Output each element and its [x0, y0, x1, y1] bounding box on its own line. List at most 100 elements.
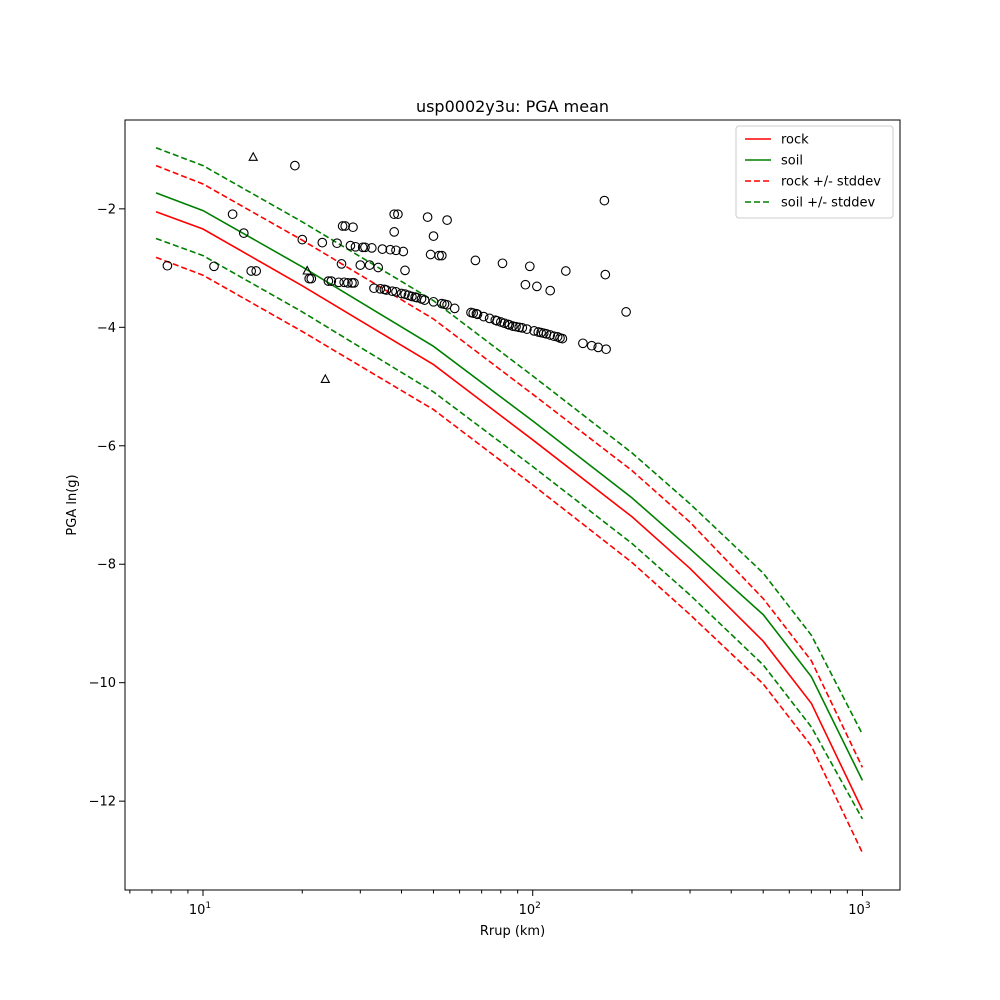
observation-point [366, 243, 377, 253]
observation-point [345, 240, 356, 251]
observation-triangle [320, 373, 331, 383]
observation-point [601, 344, 611, 355]
observation-point [552, 331, 563, 342]
observation-point [349, 278, 359, 288]
series-line-soil [155, 192, 864, 781]
observation-point [398, 246, 409, 257]
observation-point [393, 209, 403, 220]
observation-point [355, 260, 366, 270]
y-tick-label: −2 [97, 202, 116, 217]
observation-point [369, 283, 379, 294]
observation-point [373, 262, 384, 273]
observation-point [336, 259, 347, 269]
y-tick-label: −12 [89, 795, 116, 810]
plot-area [125, 120, 900, 890]
observation-point [442, 215, 452, 225]
observation-point [599, 195, 610, 206]
observation-point [333, 277, 344, 288]
series-line-rock-plus [155, 164, 864, 768]
legend-label: soil [781, 154, 803, 169]
y-tick-label: −10 [89, 676, 116, 691]
observation-point [522, 324, 532, 334]
observation-point [238, 228, 249, 238]
observation-point [407, 291, 417, 302]
x-axis: 101 102 103 [129, 890, 871, 918]
series-line-soil-minus [155, 237, 864, 820]
y-axis-label: PGA ln(g) [65, 474, 80, 535]
x-tick-label: 101 [189, 901, 211, 918]
observation-point [348, 222, 358, 233]
observation-point [497, 258, 508, 269]
observation-point [317, 237, 328, 248]
y-tick-label: −6 [97, 439, 116, 454]
observation-point [478, 311, 489, 322]
observation-point [428, 231, 439, 241]
x-axis-label: Rrup (km) [480, 924, 545, 939]
observation-point [472, 309, 483, 320]
x-tick-label: 103 [848, 901, 870, 918]
observation-point [507, 321, 518, 331]
plot-frame [124, 119, 901, 891]
observation-point [600, 269, 611, 280]
observation-point [557, 333, 568, 344]
observation-point [381, 285, 392, 295]
legend-label: rock +/- stddev [781, 175, 881, 190]
observation-point [360, 242, 370, 253]
observation-point [511, 321, 521, 332]
y-tick-label: −4 [97, 321, 116, 336]
observation-point [560, 266, 571, 276]
legend-box [735, 125, 894, 219]
y-axis: −12 −10 −8 −6 −4 −2 [89, 202, 125, 810]
x-tick-label: 102 [519, 901, 541, 918]
observation-point [375, 283, 386, 294]
observation-point [419, 295, 430, 305]
observation-point [391, 286, 401, 297]
observation-point [227, 209, 238, 220]
observation-point [621, 307, 631, 317]
observation-point [387, 286, 398, 297]
series-line-rock [155, 211, 864, 811]
observation-point [340, 221, 351, 231]
observation-point [323, 276, 334, 286]
observation-point [251, 266, 262, 276]
y-tick-label: −8 [97, 558, 116, 573]
chart-title: usp0002y3u: PGA mean [416, 97, 609, 116]
observation-point [290, 160, 300, 171]
observation-triangle [248, 151, 259, 161]
observation-point [578, 338, 588, 349]
observation-point [389, 227, 400, 237]
observation-point [396, 288, 407, 299]
observation-point [436, 250, 447, 261]
series-line-rock-minus [155, 256, 864, 854]
observations-layer [162, 151, 631, 383]
observation-point [442, 299, 452, 310]
observation-point [586, 340, 597, 351]
observation-point [391, 245, 401, 256]
series-line-soil-plus [155, 147, 864, 735]
observation-point [332, 238, 342, 249]
observation-point [209, 261, 219, 272]
legend: rock soil rock +/- stddev soil +/- stddev [735, 125, 894, 219]
observation-point [529, 326, 539, 336]
observation-point [385, 244, 396, 255]
legend-label: soil +/- stddev [781, 196, 876, 211]
observation-point [470, 255, 481, 266]
observation-point [517, 323, 528, 333]
observation-point [389, 209, 400, 220]
observation-point [545, 285, 556, 296]
observation-point [377, 244, 388, 254]
observation-point [343, 278, 353, 288]
observation-point [422, 212, 433, 222]
observation-point [400, 265, 410, 276]
observation-triangle [302, 265, 313, 275]
observation-point [326, 276, 337, 286]
observation-point [339, 277, 350, 288]
observation-point [449, 303, 460, 314]
observation-point [524, 261, 535, 272]
observation-point [364, 260, 375, 270]
observation-point [337, 221, 348, 231]
observation-point [532, 281, 542, 292]
observation-point [350, 241, 361, 252]
series-layer [155, 147, 864, 854]
